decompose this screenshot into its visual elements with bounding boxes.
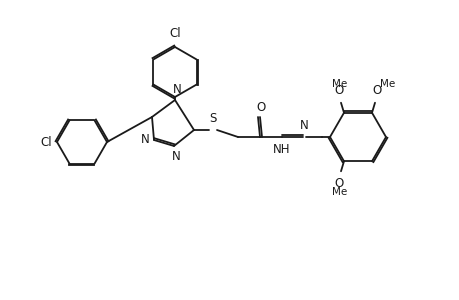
Text: O: O [334,84,343,97]
Text: Me: Me [331,187,347,197]
Text: S: S [209,112,216,125]
Text: Me: Me [331,79,347,89]
Text: N: N [171,150,180,163]
Text: NH: NH [273,143,290,156]
Text: N: N [172,83,181,96]
Text: O: O [256,101,265,114]
Text: Cl: Cl [40,136,52,148]
Text: N: N [141,133,150,146]
Text: O: O [372,84,381,97]
Text: Me: Me [379,79,394,89]
Text: N: N [299,119,308,132]
Text: O: O [334,177,343,190]
Text: Cl: Cl [169,27,180,40]
